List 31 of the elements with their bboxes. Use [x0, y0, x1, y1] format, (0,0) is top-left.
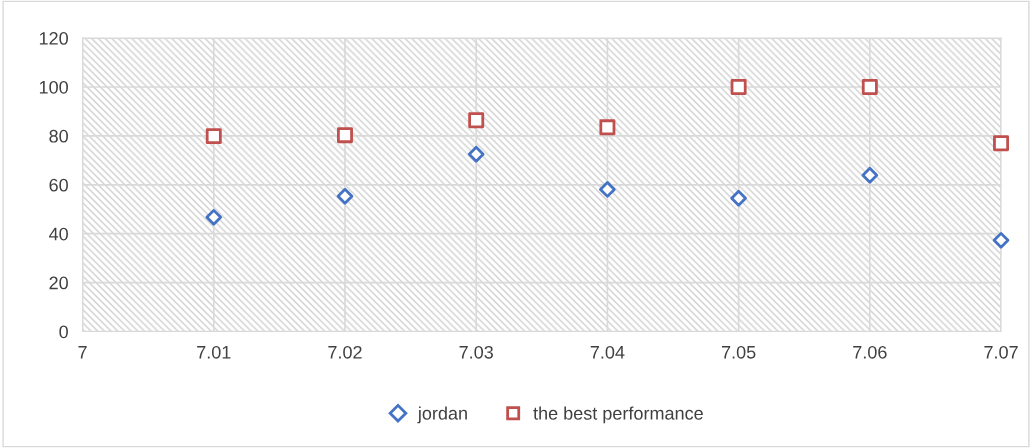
x-tick-label: 7 — [78, 346, 87, 359]
x-tick-label: 7.06 — [853, 345, 887, 359]
x-tick-label: 7.04 — [590, 345, 625, 359]
point — [599, 119, 616, 136]
point — [467, 145, 485, 163]
point — [730, 189, 747, 207]
y-tick-label: 100 — [39, 80, 68, 94]
x-tick-label: 7.01 — [197, 345, 231, 359]
point — [205, 128, 222, 145]
y-tick-label: 40 — [49, 227, 68, 241]
point — [205, 208, 223, 226]
y-tick-label: 20 — [49, 276, 68, 290]
legend-label: jordan — [417, 406, 467, 424]
y-tick-label: 0 — [59, 325, 68, 339]
point — [861, 166, 879, 184]
point — [861, 79, 878, 95]
legend-label: the best performance — [533, 406, 703, 424]
point — [730, 79, 747, 95]
x-tick-label: 7.07 — [984, 345, 1018, 359]
point — [468, 112, 485, 129]
y-tick-label: 120 — [39, 32, 68, 45]
x-tick-label: 7.05 — [721, 345, 756, 359]
point — [337, 127, 353, 144]
x-tick-label: 7.03 — [459, 345, 493, 359]
point — [992, 231, 1010, 249]
y-tick-label: 80 — [49, 129, 68, 143]
point — [599, 181, 616, 198]
point — [993, 135, 1010, 152]
x-tick-label: 7.02 — [328, 345, 362, 359]
point — [336, 187, 354, 205]
y-tick-label: 60 — [49, 178, 68, 192]
